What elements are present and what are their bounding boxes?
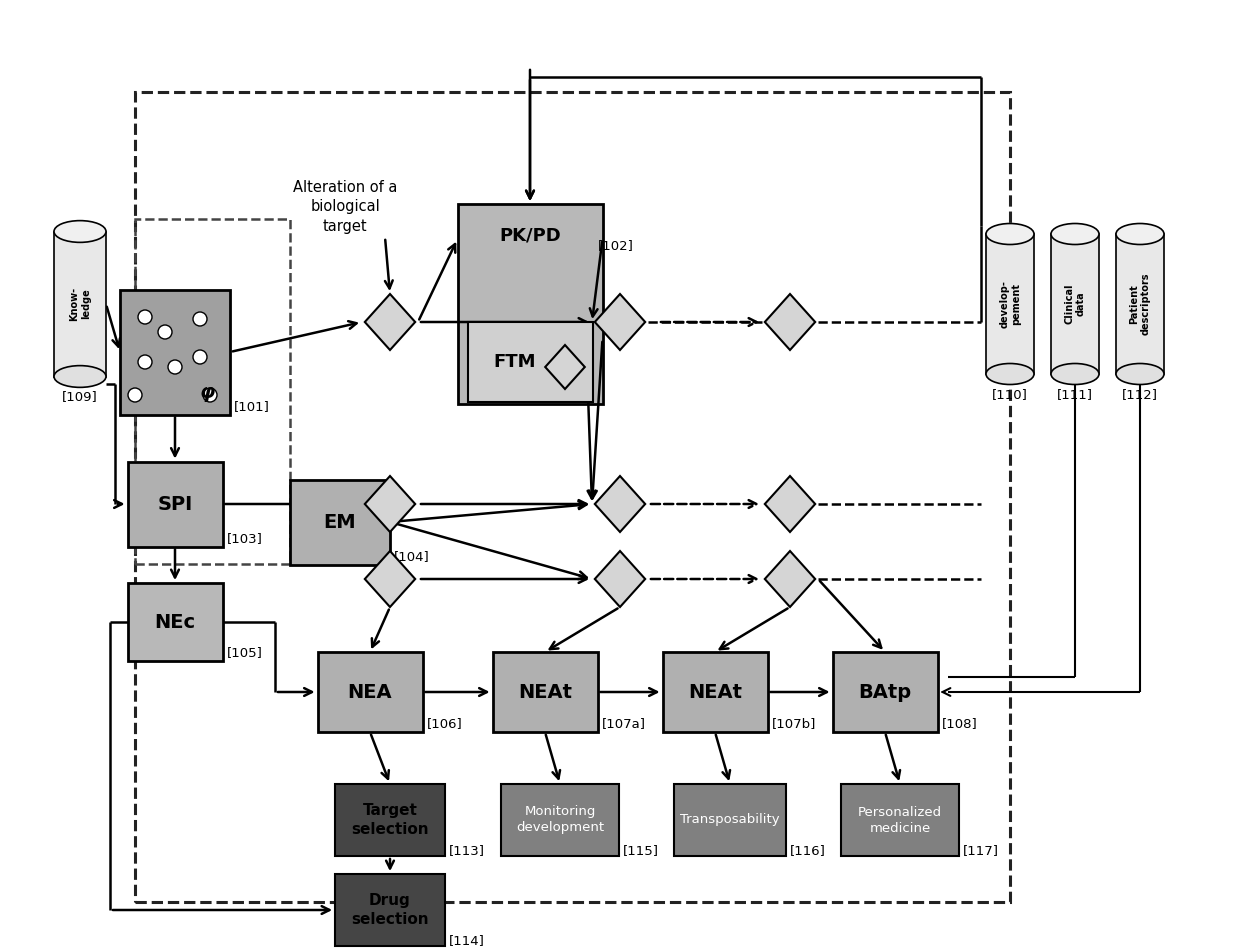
Text: NEAt: NEAt (688, 683, 742, 702)
Text: [101]: [101] (234, 400, 270, 413)
FancyBboxPatch shape (335, 784, 445, 856)
FancyBboxPatch shape (120, 289, 229, 414)
Text: [105]: [105] (227, 646, 263, 660)
Text: EM: EM (324, 512, 356, 531)
FancyBboxPatch shape (662, 652, 768, 732)
FancyBboxPatch shape (832, 652, 937, 732)
Polygon shape (365, 551, 415, 607)
Circle shape (128, 388, 143, 402)
Circle shape (138, 310, 153, 324)
FancyBboxPatch shape (1052, 234, 1099, 374)
Polygon shape (765, 551, 815, 607)
Text: Personalized
medicine: Personalized medicine (858, 805, 942, 835)
Text: Monitoring
development: Monitoring development (516, 805, 604, 835)
Ellipse shape (55, 366, 105, 387)
Ellipse shape (1052, 364, 1099, 385)
Text: [111]: [111] (1056, 388, 1092, 401)
FancyBboxPatch shape (55, 231, 105, 376)
Text: [104]: [104] (394, 550, 430, 563)
FancyBboxPatch shape (128, 583, 222, 661)
Text: [106]: [106] (427, 718, 463, 730)
Text: BAtp: BAtp (858, 683, 911, 702)
Polygon shape (365, 294, 415, 350)
Text: [110]: [110] (992, 388, 1028, 401)
Text: Drug
selection: Drug selection (351, 893, 429, 927)
Text: Know-
ledge: Know- ledge (69, 287, 91, 321)
Text: develop-
pement: develop- pement (999, 280, 1021, 327)
Text: NEA: NEA (347, 683, 392, 702)
Text: [102]: [102] (598, 240, 634, 252)
Polygon shape (765, 476, 815, 532)
Text: [117]: [117] (963, 844, 999, 858)
Polygon shape (595, 294, 645, 350)
Text: [112]: [112] (1122, 388, 1158, 401)
Circle shape (193, 312, 207, 326)
FancyBboxPatch shape (467, 322, 593, 402)
FancyBboxPatch shape (841, 784, 959, 856)
Text: [115]: [115] (622, 844, 658, 858)
Text: φ: φ (200, 383, 215, 402)
Text: PK/PD: PK/PD (500, 227, 560, 245)
Text: [114]: [114] (449, 935, 485, 947)
Ellipse shape (986, 224, 1034, 245)
Text: Target
selection: Target selection (351, 803, 429, 837)
Text: [103]: [103] (227, 532, 263, 545)
Text: [107a]: [107a] (601, 718, 646, 730)
Ellipse shape (1116, 364, 1164, 385)
Circle shape (203, 388, 217, 402)
Polygon shape (365, 476, 415, 532)
Polygon shape (546, 345, 585, 389)
FancyBboxPatch shape (986, 234, 1034, 374)
Polygon shape (765, 294, 815, 350)
Text: FTM: FTM (494, 353, 536, 371)
Text: [107b]: [107b] (771, 718, 816, 730)
FancyBboxPatch shape (335, 874, 445, 946)
Text: Clinical
data: Clinical data (1064, 284, 1086, 325)
Text: Transposability: Transposability (681, 814, 780, 826)
FancyBboxPatch shape (501, 784, 619, 856)
FancyBboxPatch shape (290, 480, 391, 565)
Circle shape (193, 350, 207, 364)
Circle shape (167, 360, 182, 374)
Ellipse shape (986, 364, 1034, 385)
Polygon shape (595, 476, 645, 532)
FancyBboxPatch shape (492, 652, 598, 732)
FancyBboxPatch shape (317, 652, 423, 732)
FancyBboxPatch shape (1116, 234, 1164, 374)
Circle shape (138, 355, 153, 369)
Ellipse shape (1052, 224, 1099, 245)
Text: Alteration of a
biological
target: Alteration of a biological target (293, 180, 397, 234)
FancyBboxPatch shape (458, 204, 603, 404)
Text: NEAt: NEAt (518, 683, 572, 702)
Text: SPI: SPI (157, 494, 192, 513)
FancyBboxPatch shape (675, 784, 786, 856)
Text: [108]: [108] (941, 718, 977, 730)
FancyBboxPatch shape (128, 462, 222, 546)
Text: [113]: [113] (449, 844, 485, 858)
Text: Patient
descriptors: Patient descriptors (1130, 273, 1151, 335)
Text: NEc: NEc (155, 612, 196, 631)
Polygon shape (595, 551, 645, 607)
Text: [116]: [116] (790, 844, 826, 858)
Circle shape (157, 325, 172, 339)
Ellipse shape (1116, 224, 1164, 245)
Ellipse shape (55, 221, 105, 243)
Text: [109]: [109] (62, 390, 98, 404)
